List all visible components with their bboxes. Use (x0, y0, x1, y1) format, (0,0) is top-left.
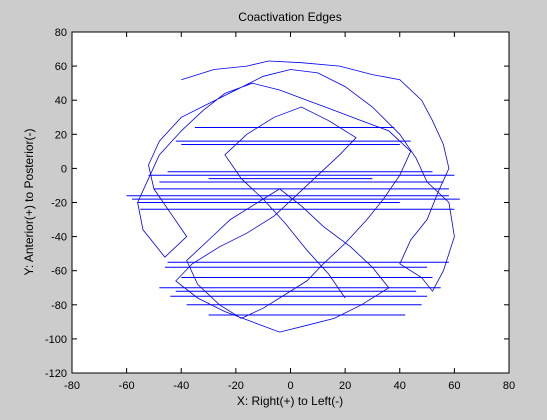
y-axis: -120 -100 -80 -60 -40 -20 0 20 40 60 80 (45, 27, 509, 380)
y-tick-label: -60 (51, 266, 67, 278)
y-tick-label: -80 (51, 300, 67, 312)
chart-title: Coactivation Edges (238, 10, 341, 24)
y-tick-label: -100 (45, 334, 67, 346)
x-tick-label: 20 (339, 380, 351, 392)
y-tick-label: -40 (51, 232, 67, 244)
x-tick-label: -80 (64, 380, 80, 392)
y-tick-label: 20 (55, 129, 67, 141)
y-tick-label: -20 (51, 198, 67, 210)
y-tick-label: 0 (61, 163, 67, 175)
x-axis: -80 -60 -40 -20 0 20 40 60 80 (64, 32, 515, 392)
y-axis-label: Y: Anterior(+) to Posterior(-) (22, 128, 36, 275)
x-axis-label: X: Right(+) to Left(-) (237, 394, 343, 408)
x-tick-label: -20 (228, 380, 244, 392)
y-tick-label: 80 (55, 27, 67, 39)
x-tick-label: 80 (503, 380, 515, 392)
y-tick-label: -120 (45, 368, 67, 380)
x-tick-label: 60 (448, 380, 460, 392)
x-tick-label: -40 (173, 380, 189, 392)
edge-lines (126, 60, 460, 333)
x-tick-label: -60 (119, 380, 135, 392)
edge-path (137, 60, 455, 333)
x-tick-label: 0 (287, 380, 293, 392)
x-tick-label: 40 (394, 380, 406, 392)
y-tick-label: 60 (55, 61, 67, 73)
y-tick-label: 40 (55, 95, 67, 107)
